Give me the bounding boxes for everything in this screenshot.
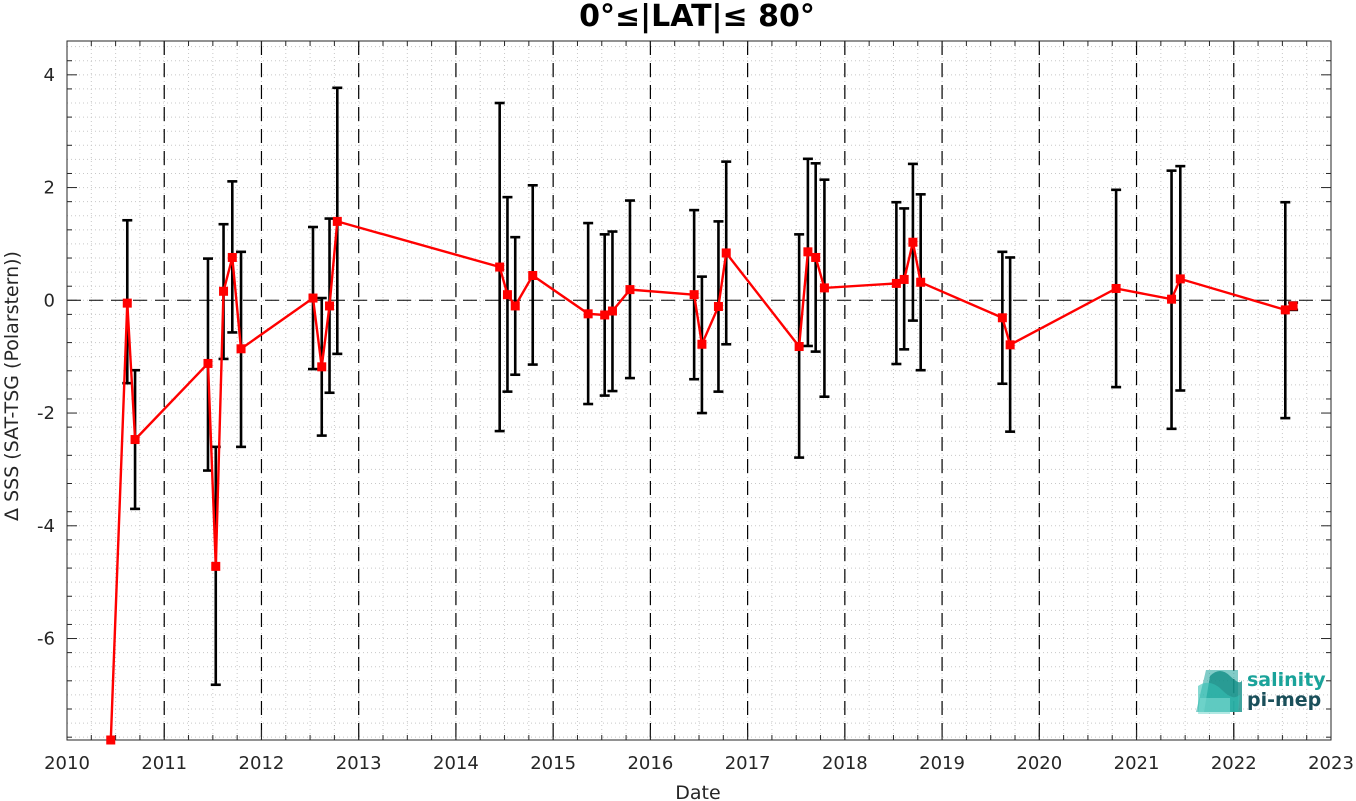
data-point bbox=[203, 358, 213, 368]
x-tick-label: 2018 bbox=[822, 753, 868, 774]
x-tick-label: 2011 bbox=[141, 753, 187, 774]
data-point bbox=[317, 362, 327, 372]
data-point bbox=[600, 310, 610, 320]
data-point bbox=[106, 735, 116, 745]
data-point bbox=[502, 290, 512, 300]
x-tick-label: 2013 bbox=[336, 753, 382, 774]
data-point bbox=[495, 262, 505, 272]
y-tick-label: -4 bbox=[37, 516, 55, 537]
y-tick-label: -6 bbox=[37, 629, 55, 650]
x-tick-label: 2022 bbox=[1211, 753, 1257, 774]
data-point bbox=[794, 342, 804, 352]
data-point bbox=[1005, 340, 1015, 350]
data-point bbox=[325, 301, 335, 311]
x-tick-label: 2020 bbox=[1016, 753, 1062, 774]
salinity-pi-mep-logo: salinity pi-mep bbox=[1196, 669, 1326, 714]
chart-title: 0°≤|LAT|≤ 80° bbox=[579, 0, 815, 34]
x-tick-label: 2014 bbox=[433, 753, 479, 774]
y-tick-label: 0 bbox=[44, 290, 55, 311]
y-tick-label: 2 bbox=[44, 178, 55, 199]
data-point bbox=[899, 274, 909, 284]
data-point bbox=[211, 561, 221, 571]
data-point bbox=[1175, 274, 1185, 284]
data-point bbox=[625, 285, 635, 295]
data-point bbox=[1167, 294, 1177, 304]
data-point bbox=[528, 271, 538, 281]
series bbox=[106, 86, 1299, 745]
y-tick-label: 4 bbox=[44, 65, 55, 86]
data-point bbox=[997, 313, 1007, 323]
y-axis-label: Δ SSS (SAT-TSG (Polarstern)) bbox=[1, 251, 23, 521]
data-point bbox=[689, 290, 699, 300]
data-point bbox=[122, 298, 132, 308]
x-tick-label: 2021 bbox=[1114, 753, 1160, 774]
x-tick-label: 2012 bbox=[239, 753, 285, 774]
x-tick-label: 2015 bbox=[530, 753, 576, 774]
data-point bbox=[1280, 305, 1290, 315]
logo-line1: salinity bbox=[1247, 669, 1326, 691]
data-point bbox=[510, 301, 520, 311]
data-point bbox=[583, 309, 593, 319]
logo-waves-icon bbox=[1196, 670, 1242, 714]
logo-line2: pi-mep bbox=[1247, 689, 1321, 711]
data-point bbox=[130, 435, 140, 445]
x-tick-label: 2016 bbox=[627, 753, 673, 774]
data-point bbox=[713, 302, 723, 312]
x-tick-label: 2010 bbox=[44, 753, 90, 774]
x-tick-label: 2017 bbox=[725, 753, 771, 774]
x-axis-label: Date bbox=[675, 782, 720, 801]
data-point bbox=[908, 237, 918, 247]
data-point bbox=[697, 339, 707, 349]
data-point bbox=[236, 344, 246, 354]
data-point bbox=[916, 277, 926, 287]
data-point bbox=[803, 247, 813, 257]
x-tick-label: 2019 bbox=[919, 753, 965, 774]
data-point bbox=[308, 293, 318, 303]
data-point bbox=[1111, 283, 1121, 293]
data-point bbox=[721, 248, 731, 258]
data-point bbox=[332, 216, 342, 226]
data-point bbox=[227, 252, 237, 262]
x-tick-label: 2023 bbox=[1308, 753, 1354, 774]
data-point bbox=[891, 278, 901, 288]
plot-area: 2010 2011 2012 2013 2014 2015 2016 2017 2018 2019… bbox=[37, 40, 1354, 774]
data-point bbox=[607, 306, 617, 316]
data-point bbox=[1288, 301, 1298, 311]
data-point bbox=[819, 283, 829, 293]
y-tick-label: -2 bbox=[37, 403, 55, 424]
data-point bbox=[811, 252, 821, 262]
data-point bbox=[219, 286, 229, 296]
